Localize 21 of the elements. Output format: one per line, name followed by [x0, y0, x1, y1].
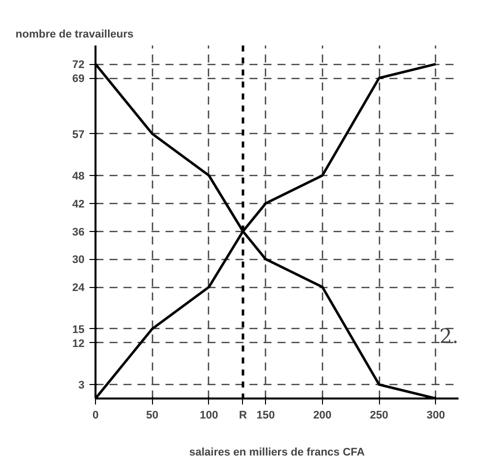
x-tick-label: 250 [370, 410, 388, 422]
y-axis-title: nombre de travailleurs [16, 28, 134, 40]
ref-line-label: R [238, 410, 247, 422]
x-tick-label: 200 [313, 410, 332, 422]
y-tick-label: 36 [72, 226, 85, 238]
x-tick-label: 150 [256, 410, 275, 422]
y-tick-label: 69 [72, 73, 85, 86]
y-tick-label: 72 [72, 59, 85, 72]
y-tick-label: 48 [72, 170, 85, 183]
y-tick-label: 42 [72, 198, 85, 210]
x-tick-label: 100 [200, 410, 218, 422]
y-tick-label: 30 [72, 254, 85, 266]
x-axis-title: salaires en milliers de francs CFA [189, 446, 365, 458]
x-tick-label: 0 [92, 410, 99, 422]
y-tick-label: 24 [72, 282, 86, 294]
x-tick-label: 300 [426, 410, 445, 422]
y-tick-label: 12 [72, 338, 85, 350]
y-tick-label: 57 [72, 128, 85, 141]
y-tick-label: 3 [78, 380, 85, 392]
y-tick-label: 15 [72, 324, 85, 336]
x-tick-label: 50 [146, 410, 158, 422]
